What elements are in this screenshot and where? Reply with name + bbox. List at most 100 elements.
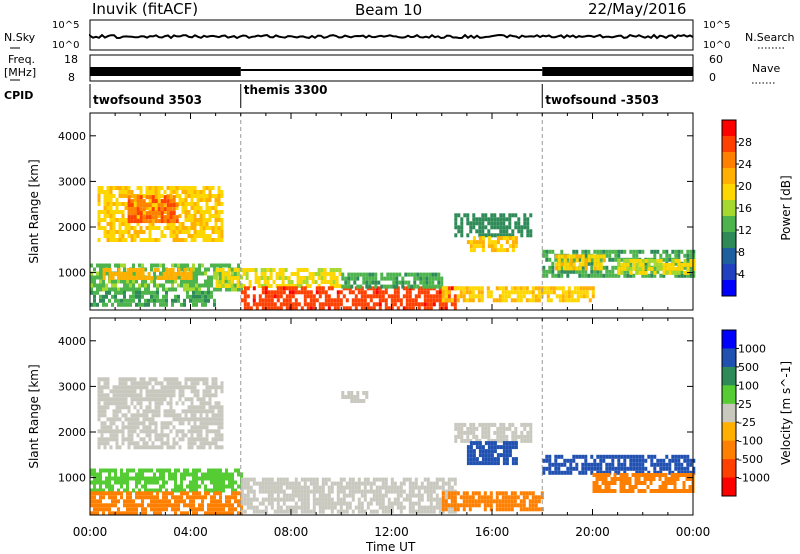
- data-cell: [435, 298, 439, 303]
- data-cell: [243, 493, 247, 498]
- data-cell: [399, 489, 403, 494]
- data-cell: [689, 258, 693, 263]
- data-cell: [674, 454, 678, 459]
- data-cell: [357, 477, 361, 482]
- data-cell: [193, 226, 197, 230]
- data-cell: [411, 493, 415, 498]
- data-cell: [196, 202, 200, 206]
- data-cell: [279, 497, 283, 502]
- data-cell: [393, 501, 397, 506]
- data-cell: [477, 286, 481, 291]
- data-cell: [142, 219, 146, 224]
- data-cell: [588, 286, 592, 291]
- data-cell: [523, 434, 527, 439]
- data-cell: [121, 238, 125, 242]
- data-cell: [90, 287, 93, 292]
- data-cell: [285, 306, 289, 311]
- data-cell: [315, 286, 319, 291]
- data-cell: [502, 438, 506, 443]
- data-cell: [495, 499, 499, 504]
- data-cell: [620, 262, 624, 267]
- data-cell: [115, 437, 119, 442]
- data-cell: [120, 287, 123, 292]
- data-cell: [102, 263, 105, 268]
- data-cell: [632, 262, 636, 267]
- data-cell: [96, 290, 99, 295]
- data-cell: [607, 485, 611, 489]
- data-cell: [420, 509, 424, 514]
- data-cell: [123, 503, 126, 508]
- data-cell: [336, 290, 340, 295]
- data-cell: [380, 276, 384, 281]
- data-cell: [327, 497, 331, 502]
- data-cell: [267, 481, 271, 486]
- data-cell: [204, 488, 207, 493]
- data-cell: [351, 302, 355, 307]
- data-cell: [285, 505, 289, 510]
- data-cell: [159, 472, 162, 477]
- data-cell: [656, 462, 660, 467]
- data-cell: [481, 449, 485, 454]
- data-cell: [102, 503, 105, 508]
- data-cell: [126, 468, 129, 473]
- data-cell: [689, 265, 693, 270]
- data-cell: [528, 499, 532, 504]
- data-cell: [638, 470, 642, 475]
- freq-label: Freq.: [8, 53, 35, 66]
- data-cell: [133, 230, 137, 234]
- data-cell: [294, 509, 298, 514]
- data-cell: [511, 248, 515, 253]
- data-cell: [139, 238, 143, 242]
- data-cell: [97, 429, 101, 434]
- data-cell: [165, 503, 168, 508]
- data-cell: [99, 503, 102, 508]
- data-cell: [195, 287, 198, 292]
- data-cell: [333, 302, 337, 307]
- data-cell: [447, 485, 451, 490]
- data-cell: [97, 377, 101, 382]
- data-cell: [339, 477, 343, 482]
- data-cell: [463, 438, 467, 443]
- data-cell: [526, 225, 530, 230]
- data-cell: [196, 190, 200, 194]
- data-cell: [202, 238, 206, 242]
- data-cell: [267, 493, 271, 498]
- data-cell: [231, 495, 234, 500]
- data-cell: [496, 248, 500, 253]
- data-cell: [181, 238, 185, 242]
- data-cell: [499, 244, 503, 249]
- data-cell: [159, 302, 162, 307]
- data-cell: [133, 385, 137, 390]
- data-cell: [97, 214, 101, 218]
- data-cell: [213, 488, 216, 493]
- data-cell: [490, 438, 494, 443]
- data-cell: [407, 284, 411, 289]
- data-cell: [216, 484, 219, 489]
- data-cell: [121, 441, 125, 446]
- data-cell: [529, 213, 533, 218]
- data-cell: [478, 449, 482, 454]
- data-cell: [493, 221, 497, 226]
- data-cell: [222, 476, 225, 481]
- data-cell: [611, 269, 615, 274]
- data-cell: [617, 466, 621, 471]
- data-cell: [626, 269, 630, 274]
- data-cell: [138, 302, 141, 307]
- data-cell: [279, 481, 283, 486]
- data-cell: [207, 279, 210, 284]
- data-cell: [623, 454, 627, 459]
- data-cell: [383, 276, 387, 281]
- data-cell: [402, 497, 406, 502]
- data-cell: [207, 511, 210, 516]
- data-cell: [132, 298, 135, 303]
- data-cell: [210, 263, 213, 268]
- data-cell: [100, 441, 104, 446]
- data-cell: [460, 225, 464, 230]
- data-cell: [169, 226, 173, 230]
- data-cell: [519, 499, 523, 504]
- data-cell: [285, 481, 289, 486]
- data-cell: [148, 226, 152, 230]
- data-cell: [599, 462, 603, 467]
- data-cell: [505, 434, 509, 439]
- data-cell: [481, 248, 485, 253]
